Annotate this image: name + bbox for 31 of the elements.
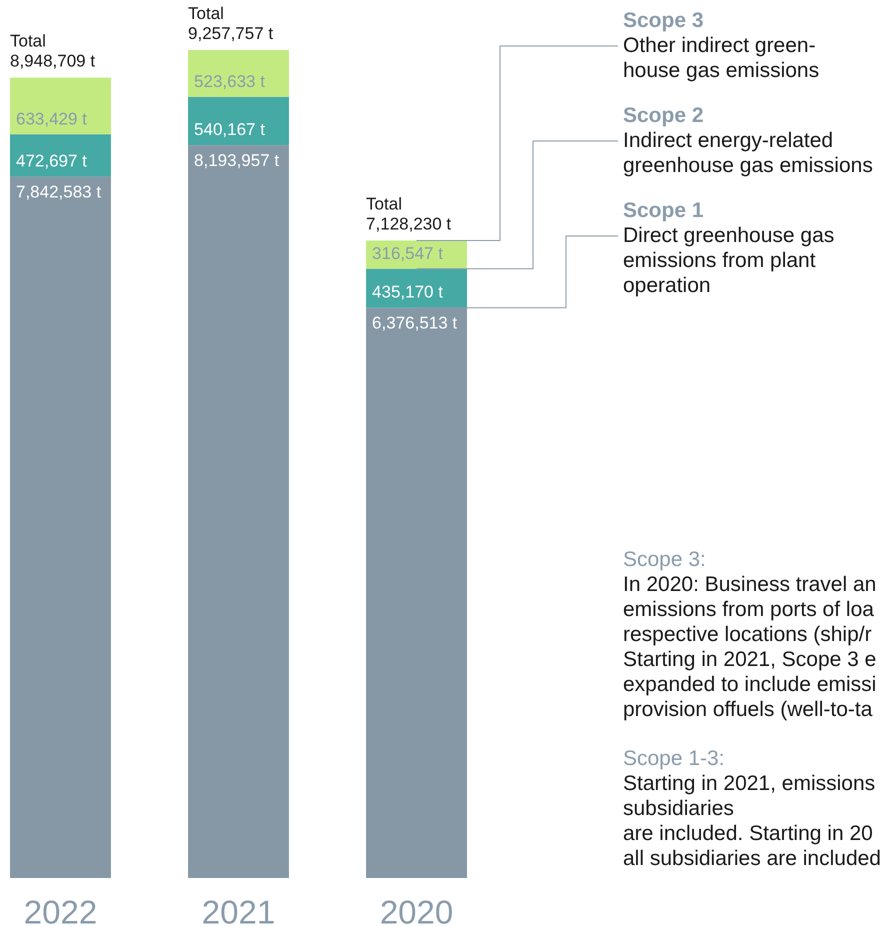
- annotation: Indirect energy-related greenhouse gas emissions: [623, 129, 873, 177]
- data-label: 633,429 t: [16, 109, 88, 128]
- data-label: 316,547 t: [372, 244, 444, 263]
- annotation: Other indirect green- house gas emissions: [623, 34, 820, 82]
- annotation: Direct greenhouse gas emissions from plant operation: [623, 224, 834, 297]
- data-label: 435,170 t: [372, 282, 444, 302]
- bar: [10, 78, 111, 134]
- text: Scope 1: [623, 199, 704, 222]
- data-label: 472,697 t: [16, 152, 88, 171]
- total-label: Total 7,128,230 t: [366, 194, 452, 234]
- bar: [188, 96, 289, 146]
- x-tick-label: 2021: [202, 894, 276, 927]
- x-tick-label: 2020: [380, 894, 454, 927]
- text: In 2020: Business travel an emissions from ports of loa respective locations (ship/r Starting in 2021, Scope 3 e expanded to include emissi provision offuels (well-to-ta: [623, 573, 876, 721]
- x-tick-label: 2022: [24, 894, 98, 927]
- total-label: Total 9,257,757 t: [188, 4, 274, 43]
- text: Scope 1-3:: [623, 747, 725, 770]
- text: Scope 2: [623, 104, 704, 127]
- data-label: 7,842,583 t: [16, 182, 102, 202]
- data-label: 8,193,957 t: [194, 151, 280, 170]
- bar: [10, 134, 111, 177]
- text: Scope 3: [623, 9, 704, 32]
- text: Scope 3:: [623, 548, 706, 571]
- bar: [188, 145, 289, 878]
- data-label: 540,167 t: [194, 120, 266, 140]
- total-label: Total 8,948,709 t: [10, 32, 96, 71]
- bar: [188, 50, 289, 97]
- text: Starting in 2021, emissions subsidiaries are included. Starting in 20 all subsidiaries are included: [623, 772, 881, 870]
- bar: [10, 176, 111, 878]
- data-label: 523,633 t: [194, 72, 266, 91]
- data-label: 6,376,513 t: [372, 314, 458, 333]
